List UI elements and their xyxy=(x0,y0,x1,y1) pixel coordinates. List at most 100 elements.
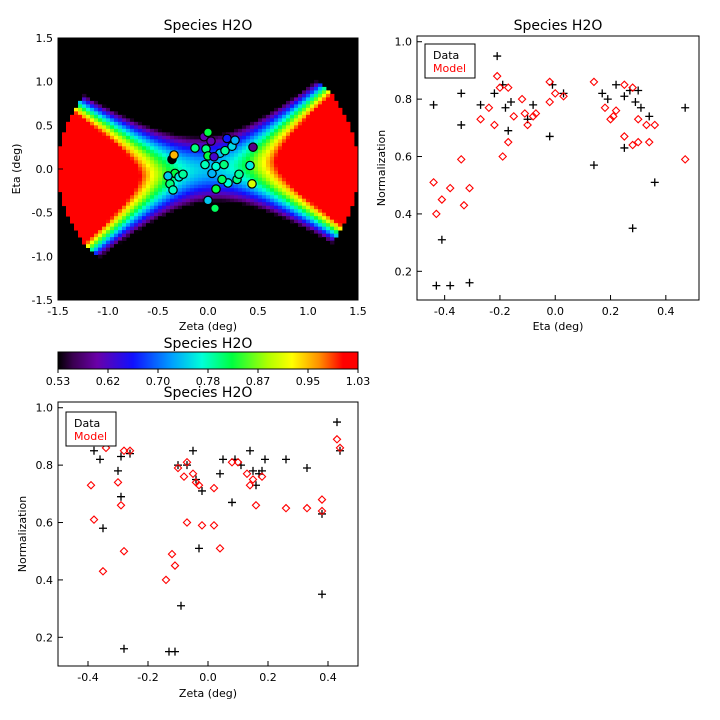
map-cell xyxy=(310,191,315,196)
map-cell xyxy=(106,174,111,179)
map-cell xyxy=(190,181,195,186)
map-cell xyxy=(186,205,191,210)
map-cell xyxy=(238,163,243,168)
map-cell xyxy=(310,205,315,210)
map-cell xyxy=(274,177,279,182)
map-cell xyxy=(138,163,143,168)
map-cell xyxy=(126,163,131,168)
map-cell xyxy=(106,198,111,203)
map-cell xyxy=(290,202,295,207)
map-cell xyxy=(178,181,183,186)
map-cell xyxy=(246,205,251,210)
map-cell xyxy=(90,216,95,221)
eta-model-point xyxy=(490,120,499,130)
map-cell xyxy=(242,142,247,147)
zeta-model-point xyxy=(197,521,207,530)
map-cell xyxy=(334,212,339,217)
map-cell xyxy=(146,125,151,130)
map-cell xyxy=(302,205,307,210)
map-cell xyxy=(74,195,79,200)
map-cell xyxy=(182,135,187,140)
map-cell xyxy=(334,153,339,158)
colorbar: Species H2O 0.53 0.62 0.70 0.78 0.87 0.95 1.03 xyxy=(46,336,371,388)
map-cell xyxy=(158,177,163,182)
map-cell xyxy=(306,223,311,228)
map-cell xyxy=(102,156,107,161)
map-cell xyxy=(314,149,319,154)
map-cell xyxy=(294,142,299,147)
map-cell xyxy=(138,202,143,207)
map-cell xyxy=(338,216,343,221)
map-cell xyxy=(82,139,87,144)
map-cell xyxy=(266,146,271,151)
map-cell xyxy=(330,100,335,105)
map-cell xyxy=(118,184,123,189)
map-cell xyxy=(94,142,99,147)
map-cell xyxy=(98,188,103,193)
map-cell xyxy=(234,132,239,137)
map-cell xyxy=(130,146,135,151)
map-cell xyxy=(126,195,131,200)
map-cell xyxy=(314,104,319,109)
map-cell xyxy=(310,90,315,95)
map-cell xyxy=(274,209,279,214)
map-cell xyxy=(126,184,131,189)
map-cell xyxy=(298,209,303,214)
map-cell xyxy=(246,149,251,154)
map-cell xyxy=(122,114,127,119)
eta-data-point xyxy=(545,132,554,141)
map-cell xyxy=(238,191,243,196)
map-cell xyxy=(198,184,203,189)
map-cell xyxy=(126,226,131,231)
eta-legend-box xyxy=(424,43,476,79)
map-cell xyxy=(94,114,99,119)
map-cell xyxy=(146,156,151,161)
map-cell xyxy=(150,181,155,186)
map-cell xyxy=(154,205,159,210)
zeta-data-point xyxy=(117,492,125,501)
map-cell xyxy=(186,202,191,207)
map-cell xyxy=(66,170,71,175)
map-cell xyxy=(142,135,147,140)
map-cell xyxy=(106,125,111,130)
map-cell xyxy=(118,135,123,140)
zeta-model-point xyxy=(182,518,192,527)
map-cell xyxy=(118,240,123,245)
map-cell xyxy=(86,244,91,248)
map-cell xyxy=(90,209,95,214)
zeta-x-tick-label: 0.0 xyxy=(199,671,217,684)
map-cell xyxy=(162,170,167,175)
map-cell xyxy=(298,174,303,179)
map-cell xyxy=(282,202,287,207)
map-cell xyxy=(302,132,307,137)
map-cell xyxy=(142,226,147,231)
map-cell xyxy=(162,198,167,203)
map-cell xyxy=(90,146,95,151)
map-cell xyxy=(262,128,267,133)
map-cell xyxy=(94,163,99,168)
map-cell xyxy=(102,128,107,133)
map-cell xyxy=(350,142,355,147)
map-cell xyxy=(238,156,243,161)
map-cell xyxy=(294,132,299,137)
map-cell xyxy=(310,177,315,182)
map-cell xyxy=(74,167,79,172)
map-cell xyxy=(178,142,183,147)
map-cell xyxy=(290,191,295,196)
map-cell xyxy=(202,177,207,182)
map-cell xyxy=(134,146,139,151)
map-cell xyxy=(106,195,111,200)
map-cell xyxy=(298,219,303,224)
map-cell xyxy=(230,160,235,165)
map-cell xyxy=(342,125,347,130)
map-cell xyxy=(198,170,203,175)
map-cell xyxy=(62,198,67,203)
map-cell xyxy=(338,195,343,200)
map-cell xyxy=(162,212,167,217)
map-cell xyxy=(290,198,295,203)
map-cell xyxy=(274,212,279,217)
map-cell xyxy=(262,209,267,214)
map-cell xyxy=(326,93,331,98)
map-cell xyxy=(322,188,327,193)
map-cell xyxy=(110,114,115,119)
